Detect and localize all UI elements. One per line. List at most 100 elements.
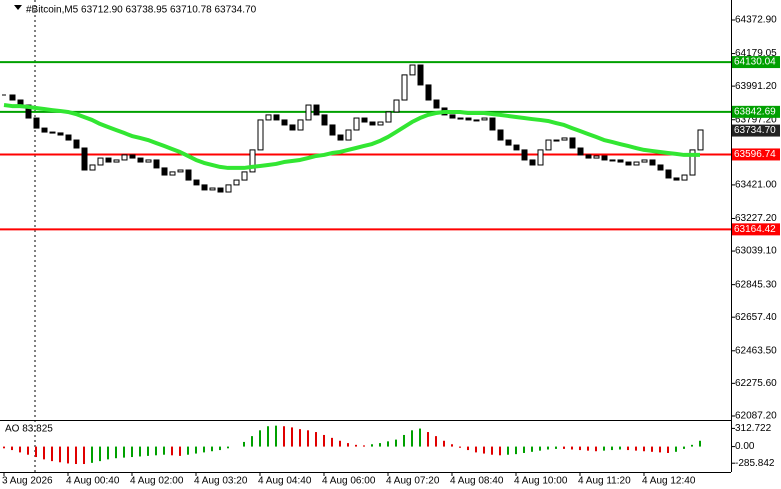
moving-average — [3, 103, 700, 170]
candle — [521, 149, 528, 161]
candle — [105, 157, 112, 163]
candle — [161, 167, 168, 176]
candle — [409, 64, 416, 76]
candle — [337, 134, 344, 141]
candle — [273, 114, 280, 121]
y-tick-label: 63991.20 — [735, 81, 777, 92]
candle — [377, 121, 384, 126]
window-arrow — [14, 5, 22, 10]
candle — [257, 119, 264, 151]
y-tick-label: 64372.90 — [735, 15, 777, 26]
candle — [465, 117, 472, 121]
level-label: 63164.42 — [734, 224, 776, 235]
candle — [353, 117, 360, 131]
y-tick-label: 63797.20 — [735, 114, 777, 125]
ao-label: AO 83.825 — [5, 424, 53, 435]
candle — [497, 129, 504, 141]
candle — [361, 117, 368, 123]
candle — [513, 144, 520, 151]
x-tick-label: 4 Aug 12:40 — [642, 476, 696, 487]
candle — [697, 129, 704, 151]
candle — [649, 159, 656, 166]
candle — [585, 154, 592, 159]
candle — [577, 147, 584, 156]
candle — [89, 164, 96, 171]
level-label: 63842.69 — [734, 106, 776, 117]
candle — [305, 104, 312, 121]
candle — [681, 174, 688, 181]
candle — [449, 114, 456, 119]
candle — [385, 111, 392, 123]
candle — [321, 114, 328, 126]
level-label-box — [732, 105, 780, 118]
candle — [289, 124, 296, 131]
candle — [329, 124, 336, 136]
ao-tick-label: -285.842 — [735, 458, 775, 469]
y-tick-label: 62463.50 — [735, 345, 777, 356]
y-tick-label: 62275.60 — [735, 378, 777, 389]
y-tick-label: 62657.40 — [735, 312, 777, 323]
candle — [673, 177, 680, 181]
candle — [625, 161, 632, 166]
candle — [433, 99, 440, 109]
candle — [201, 184, 208, 191]
candle — [145, 159, 152, 163]
candle — [545, 139, 552, 151]
candle — [297, 119, 304, 131]
candle — [217, 187, 224, 193]
level-label: 63596.74 — [734, 149, 776, 160]
candle — [73, 139, 80, 149]
candle — [57, 132, 64, 136]
candle — [345, 129, 352, 141]
current-price-box — [732, 124, 780, 137]
x-tick-label: 3 Aug 2026 — [2, 476, 53, 487]
candle — [313, 104, 320, 116]
level-label-box — [732, 56, 780, 69]
level-label-box — [732, 223, 780, 236]
candle — [177, 169, 184, 173]
x-tick-label: 4 Aug 03:20 — [194, 476, 248, 487]
candle — [425, 84, 432, 101]
candle — [41, 127, 48, 133]
candle — [121, 154, 128, 161]
candle — [641, 159, 648, 163]
candle — [9, 94, 16, 101]
candle — [473, 119, 480, 122]
candle — [225, 184, 232, 193]
ao-tick-label: 0.00 — [735, 441, 755, 452]
candle — [617, 159, 624, 163]
candle — [153, 159, 160, 169]
x-tick-label: 4 Aug 07:20 — [386, 476, 440, 487]
candle — [529, 159, 536, 166]
y-tick-label: 64179.05 — [735, 48, 777, 59]
candle — [505, 139, 512, 146]
x-tick-label: 4 Aug 10:00 — [514, 476, 568, 487]
candle — [249, 149, 256, 173]
candle — [49, 131, 56, 134]
chart-title: #Bitcoin,M5 63712.90 63738.95 63710.78 6… — [26, 5, 257, 16]
x-tick-label: 4 Aug 08:40 — [450, 476, 504, 487]
ao-tick-label: 312.722 — [735, 423, 772, 434]
candle — [609, 159, 616, 162]
x-tick-label: 4 Aug 02:00 — [130, 476, 184, 487]
candle — [553, 139, 560, 142]
candle — [481, 117, 488, 121]
candle — [33, 117, 40, 129]
current-price-label: 63734.70 — [734, 125, 776, 136]
candle — [569, 137, 576, 149]
y-tick-label: 62845.30 — [735, 279, 777, 290]
candle — [137, 157, 144, 163]
candle — [81, 147, 88, 171]
candle — [665, 169, 672, 179]
y-tick-label: 63421.00 — [735, 180, 777, 191]
candle — [113, 159, 120, 163]
level-label-box — [732, 148, 780, 161]
candle — [417, 64, 424, 86]
candle — [241, 171, 248, 181]
candle — [129, 154, 136, 159]
x-tick-label: 4 Aug 00:40 — [66, 476, 120, 487]
x-tick-label: 4 Aug 11:20 — [578, 476, 631, 487]
candle — [593, 155, 600, 159]
